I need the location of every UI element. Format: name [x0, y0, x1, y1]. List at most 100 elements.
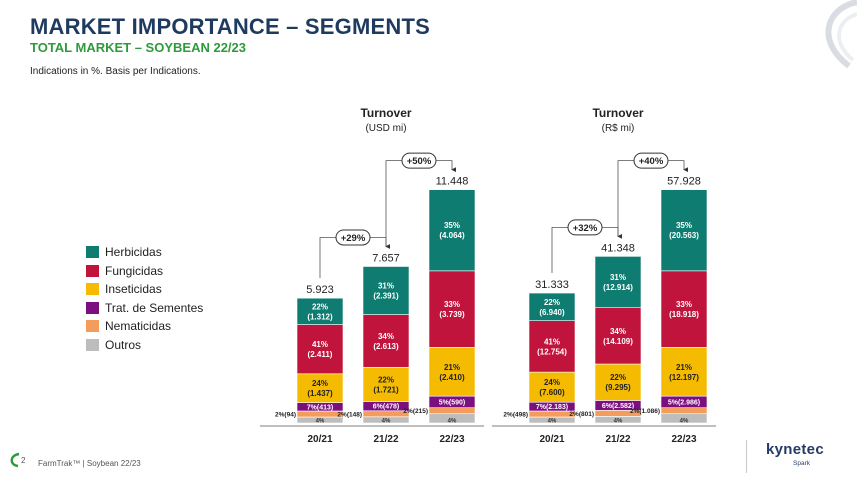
legend-label-trat-sementes: Trat. de Sementes [105, 300, 204, 315]
data-label: 34% [610, 327, 626, 336]
bar-segment [528, 292, 576, 321]
data-label: (6.940) [539, 308, 565, 317]
legend-label-fungicidas: Fungicidas [105, 263, 164, 278]
data-label: 4% [680, 419, 689, 425]
page-number: 2 [21, 456, 26, 465]
data-label: (12.914) [603, 283, 633, 292]
data-label: 22% [378, 375, 394, 384]
data-label: 7%(413) [307, 404, 333, 411]
legend-item-outros: Outros [86, 336, 203, 355]
bar-segment [296, 373, 344, 403]
data-label: (7.600) [539, 388, 565, 397]
page-subtitle: TOTAL MARKET – SOYBEAN 22/23 [30, 40, 246, 55]
growth-badge [335, 229, 371, 246]
data-label: 7%(2.183) [536, 404, 568, 411]
bar-segment [296, 324, 344, 375]
chart-legend: Herbicidas Fungicidas Inseticidas Trat. … [86, 243, 203, 354]
data-label: 2%(801) [569, 411, 594, 418]
bar-segment [428, 347, 476, 397]
data-label: 2%(148) [337, 411, 362, 418]
bar-segment [528, 371, 576, 403]
data-label: 41% [312, 340, 328, 349]
bar-segment [660, 189, 708, 272]
legend-swatch-herbicidas [86, 246, 99, 259]
data-label: 35% [444, 221, 460, 230]
legend-label-nematicidas: Nematicidas [105, 319, 172, 334]
data-label: 6%(2.582) [602, 403, 634, 410]
data-label: (2.411) [308, 350, 333, 359]
spark-logo: Spark [793, 460, 810, 467]
data-label: (1.721) [373, 385, 399, 394]
data-label: 31% [610, 273, 626, 282]
data-label: 2%(94) [275, 412, 296, 419]
bar-segment [428, 407, 476, 415]
bar-segment [594, 363, 642, 401]
legend-item-trat-sementes: Trat. de Sementes [86, 299, 203, 318]
data-label: (18.918) [669, 310, 699, 319]
footer-source: FarmTrak™ | Soybean 22/23 [38, 459, 141, 468]
chart-subtitle: (USD mi) [365, 123, 406, 134]
bar-segment [428, 189, 476, 272]
chart-subtitle: (R$ mi) [602, 123, 635, 134]
data-label: (20.563) [669, 231, 699, 240]
data-label: (12.754) [537, 347, 567, 356]
data-label: 4% [448, 419, 457, 425]
data-label: 4% [548, 419, 557, 425]
data-label: 5%(2.986) [668, 399, 700, 406]
legend-item-inseticidas: Inseticidas [86, 280, 203, 299]
farmtrak-logo-arc [10, 452, 20, 468]
data-label: 22% [610, 373, 626, 382]
basis-note: Indications in %. Basis per Indications. [30, 66, 201, 77]
bar-segment [660, 270, 708, 348]
growth-badge [633, 152, 669, 169]
data-label: 2%(215) [403, 408, 428, 415]
corner-arc-inner [837, 12, 857, 62]
legend-item-fungicidas: Fungicidas [86, 262, 203, 281]
bar-segment [528, 410, 576, 418]
legend-swatch-outros [86, 338, 99, 351]
legend-item-nematicidas: Nematicidas [86, 317, 203, 336]
legend-swatch-fungicidas [86, 264, 99, 277]
data-label: 2%(498) [503, 412, 528, 419]
chart-title: Turnover [592, 106, 643, 120]
total-label: 41.348 [601, 242, 635, 254]
data-label: 4% [614, 419, 623, 425]
data-label: 22% [544, 298, 560, 307]
data-label: 41% [544, 337, 560, 346]
data-label: 6%(478) [373, 404, 399, 411]
bar-segment [660, 347, 708, 397]
data-label: (14.109) [603, 337, 633, 346]
x-tick-label: 20/21 [307, 434, 332, 445]
data-label: (9.295) [605, 383, 631, 392]
data-label: (1.437) [307, 389, 333, 398]
data-label: 21% [676, 363, 692, 372]
footer-divider [746, 440, 747, 473]
data-label: (2.613) [373, 342, 399, 351]
data-label: 34% [378, 332, 394, 341]
x-tick-label: 21/22 [373, 434, 398, 445]
corner-decoration [825, 0, 857, 69]
data-label: 4% [382, 419, 391, 425]
legend-swatch-inseticidas [86, 283, 99, 296]
total-label: 11.448 [436, 176, 469, 188]
total-label: 31.333 [535, 279, 569, 291]
bar-segment [594, 256, 642, 309]
growth-badge [567, 219, 603, 236]
data-label: 33% [444, 300, 460, 309]
legend-label-herbicidas: Herbicidas [105, 245, 162, 260]
data-label: (4.064) [439, 231, 465, 240]
data-label: 33% [676, 300, 692, 309]
data-label: 2%(1.086) [630, 408, 660, 415]
legend-item-herbicidas: Herbicidas [86, 243, 203, 262]
data-label: 24% [544, 378, 560, 387]
data-label: 5%(590) [439, 399, 465, 406]
bar-segment [362, 266, 410, 315]
bar-segment [296, 410, 344, 418]
bar-segment [362, 410, 410, 418]
bar-segment [296, 297, 344, 325]
data-label: (12.197) [669, 373, 699, 382]
growth-label: +50% [407, 156, 432, 167]
total-label: 7.657 [372, 252, 400, 264]
growth-label: +29% [341, 233, 366, 244]
